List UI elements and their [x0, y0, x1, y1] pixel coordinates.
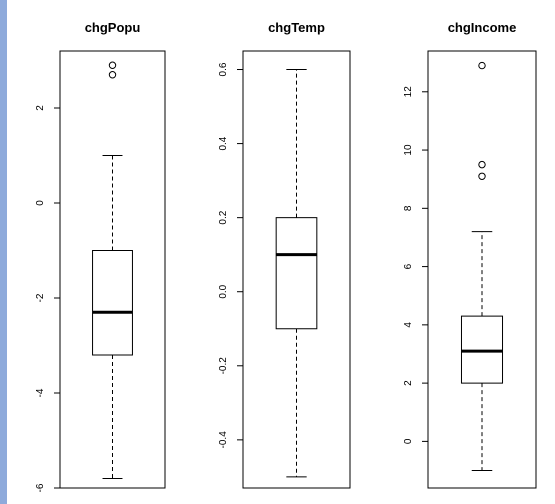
- outlier-point: [108, 61, 117, 69]
- y-tick-label: 0.0: [218, 284, 229, 298]
- y-tick-label: 0: [35, 200, 46, 206]
- y-tick-label: 0: [403, 438, 414, 444]
- chart-title: chgPopu: [85, 20, 141, 35]
- outlier-point: [478, 61, 486, 70]
- y-tick-label: 4: [403, 322, 414, 328]
- plot-frame: [59, 50, 166, 489]
- y-tick-label: -0.4: [218, 431, 229, 449]
- y-tick-label: 0.2: [218, 210, 229, 224]
- y-tick-label: 0.4: [218, 136, 229, 150]
- iqr-box: [275, 217, 318, 330]
- chart-title: chgTemp: [268, 20, 325, 35]
- y-tick-label: 0.6: [218, 62, 229, 76]
- y-tick-label: -0.2: [218, 357, 229, 375]
- plot-frame: [427, 50, 537, 489]
- y-tick-label: 10: [403, 144, 414, 156]
- y-tick-label: 8: [403, 205, 414, 211]
- outlier-point: [478, 172, 486, 180]
- y-tick-label: -6: [35, 483, 46, 492]
- y-tick-label: 2: [403, 380, 414, 386]
- chart-title: chgIncome: [448, 20, 517, 35]
- window-edge: [0, 0, 7, 504]
- y-tick-label: 6: [403, 263, 414, 269]
- outlier-point: [108, 71, 117, 79]
- plot-frame: [242, 50, 351, 489]
- y-tick-label: 2: [35, 105, 46, 111]
- iqr-box: [92, 250, 133, 356]
- y-tick-label: 12: [403, 86, 414, 98]
- y-tick-label: -4: [35, 388, 46, 397]
- y-tick-label: -2: [35, 293, 46, 302]
- outlier-point: [478, 160, 486, 169]
